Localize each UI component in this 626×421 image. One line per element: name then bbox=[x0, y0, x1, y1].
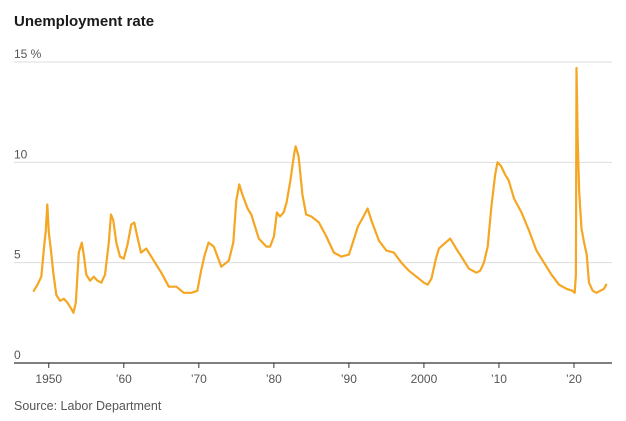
x-tick-label: ’20 bbox=[566, 372, 582, 386]
y-tick-label: 0 bbox=[14, 348, 21, 362]
grid-lines bbox=[14, 61, 612, 264]
x-tick-label: ’60 bbox=[116, 372, 132, 386]
x-axis-ticks: 1950 ’60 ’70 ’80 ’90 2000 ’10 ’20 bbox=[35, 363, 582, 386]
x-tick-label: 1950 bbox=[35, 372, 62, 386]
x-tick-label: ’10 bbox=[491, 372, 507, 386]
y-tick-label: 5 bbox=[14, 248, 21, 262]
x-tick-label: ’80 bbox=[266, 372, 282, 386]
y-tick-label: 15 % bbox=[14, 47, 42, 61]
source-note: Source: Labor Department bbox=[14, 399, 162, 413]
x-tick-label: 2000 bbox=[411, 372, 438, 386]
unemployment-line bbox=[32, 66, 608, 314]
x-tick-label: ’90 bbox=[341, 372, 357, 386]
chart-title: Unemployment rate bbox=[14, 13, 155, 30]
y-tick-label: 10 bbox=[14, 147, 28, 161]
series-lines bbox=[32, 66, 608, 314]
x-tick-label: ’70 bbox=[191, 372, 207, 386]
y-axis-ticks: 0 5 10 15 % bbox=[14, 47, 42, 362]
